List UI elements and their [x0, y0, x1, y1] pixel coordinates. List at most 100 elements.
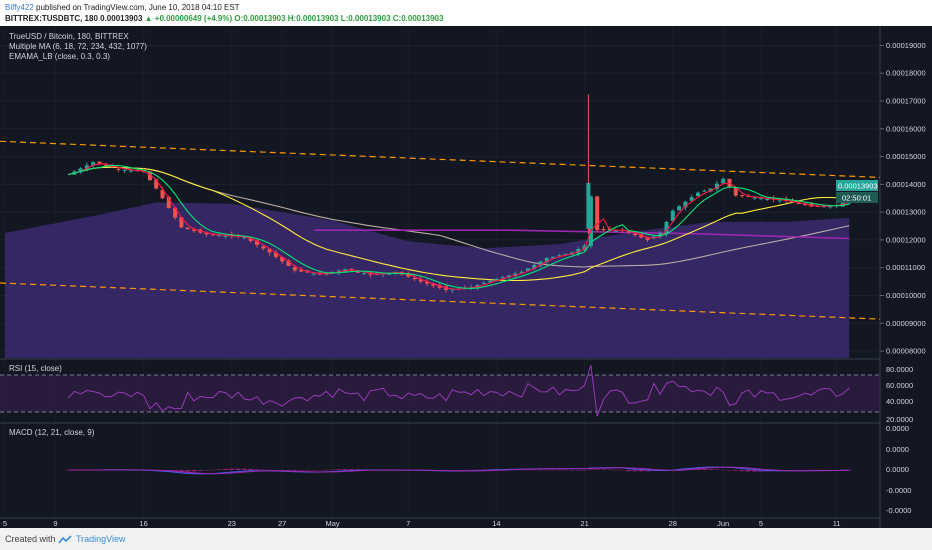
last-price-value: 0.00013903 — [838, 182, 878, 191]
candle-body — [154, 179, 159, 189]
candle-body — [828, 205, 833, 208]
legend-emama: EMAMA_LB (close, 0.3, 0.3) — [9, 52, 110, 61]
countdown-value: 02:50:01 — [842, 194, 871, 203]
candle-body — [147, 171, 152, 181]
macd-hist-bar — [267, 469, 273, 471]
candle-body — [752, 197, 757, 199]
candle-body — [740, 195, 745, 197]
published-text: published on TradingView.com, June 10, 2… — [36, 3, 240, 12]
candle-body — [696, 192, 700, 196]
candle-body — [217, 235, 222, 237]
macd-tick-5: -0.0000 — [886, 506, 911, 515]
candle-body — [633, 233, 637, 236]
macd-hist-bar — [185, 470, 191, 472]
macd-hist-bar — [229, 468, 235, 470]
legend-title: TrueUSD / Bitcoin, 180, BITTREX — [9, 32, 129, 41]
macd-hist-bar — [575, 470, 581, 471]
price-tick-label: 0.00010000 — [886, 291, 926, 300]
price-tick-label: 0.00018000 — [886, 69, 926, 78]
price-axis-background — [880, 26, 932, 528]
candle-body — [639, 234, 644, 238]
candle-body — [129, 170, 133, 172]
macd-hist-bar — [235, 468, 241, 470]
rsi-tick-40: 40.0000 — [886, 397, 913, 406]
candle-body — [166, 196, 171, 208]
author-link[interactable]: Biffy422 — [5, 3, 34, 12]
created-with-text: Created with — [5, 534, 56, 544]
candle-body — [242, 237, 247, 239]
candle-body — [97, 161, 102, 164]
macd-hist-bar — [563, 469, 569, 471]
candle-body — [702, 190, 707, 192]
macd-hist-bar — [708, 469, 714, 470]
ma-purple-line — [313, 229, 850, 240]
price-tick-label: 0.00009000 — [886, 319, 926, 328]
price-tick-label: 0.00014000 — [886, 180, 926, 189]
macd-hist-bar — [582, 470, 588, 471]
macd-hist-bar — [273, 470, 279, 471]
candle-body — [670, 210, 675, 222]
macd-hist-bar — [607, 469, 613, 471]
candle-body — [765, 198, 770, 200]
candle-body — [84, 165, 89, 170]
macd-hist-bar — [248, 468, 254, 470]
candle-body — [418, 279, 423, 282]
macd-hist-bar — [279, 470, 285, 471]
tradingview-link[interactable]: TradingView — [76, 534, 126, 544]
candle-body — [78, 168, 83, 173]
macd-hist-bar — [619, 469, 625, 471]
candle-body — [777, 200, 782, 202]
macd-tick-3: 0.0000 — [886, 465, 909, 474]
macd-hist-bar — [525, 469, 531, 471]
macd-hist-bar — [317, 470, 323, 471]
candle-body — [248, 238, 253, 241]
candle-body — [160, 189, 165, 199]
candle-body — [551, 256, 556, 259]
rsi-line — [67, 365, 850, 417]
candle-body — [677, 206, 682, 211]
macd-hist-bar — [796, 469, 802, 471]
price-tick-label: 0.00008000 — [886, 347, 926, 356]
candle-body — [91, 162, 96, 166]
macd-hist-bar — [311, 470, 317, 471]
macd-tick-4: -0.0000 — [886, 486, 911, 495]
publish-line: Biffy422 published on TradingView.com, J… — [5, 3, 240, 12]
candle-body — [488, 280, 493, 283]
price-axis-ticks: 0.00019000 0.00018000 0.00017000 0.00016000… — [880, 41, 926, 356]
macd-hist-bar — [172, 470, 178, 472]
macd-hist-bar — [588, 469, 594, 470]
candle-body — [563, 253, 568, 255]
price-tick-label: 0.00012000 — [886, 235, 926, 244]
macd-hist-bar — [468, 469, 474, 471]
macd-hist-bar — [462, 470, 468, 471]
candle-body — [614, 230, 619, 232]
candle-body — [204, 232, 209, 235]
macd-hist-bar — [632, 470, 638, 472]
macd-hist-bar — [556, 469, 562, 471]
candle-body — [481, 282, 486, 284]
price-tick-label: 0.00016000 — [886, 124, 926, 133]
trading-chart[interactable]: TrueUSD / Bitcoin, 180, BITTREX Multiple… — [0, 26, 932, 528]
macd-hist-bar — [733, 470, 739, 471]
time-tick-label: 9 — [53, 519, 57, 528]
macd-hist-bar — [745, 470, 751, 472]
macd-hist-bar — [752, 470, 758, 472]
macd-hist-bar — [336, 469, 342, 470]
macd-hist-bar — [758, 470, 764, 472]
channel-lower — [0, 282, 881, 320]
candle-body — [286, 260, 291, 266]
candle-body — [273, 252, 278, 257]
chart-header: Biffy422 published on TradingView.com, J… — [0, 0, 932, 26]
macd-hist-bar — [727, 470, 732, 471]
macd-hist-bar — [260, 469, 266, 471]
symbol-line: BITTREX:TUSDBTC, 180 0.00013903 ▲ +0.000… — [5, 14, 443, 23]
macd-hist-bar — [323, 469, 329, 471]
candle-body — [714, 183, 719, 190]
price-legend: TrueUSD / Bitcoin, 180, BITTREX Multiple… — [9, 32, 147, 61]
candle-body — [280, 257, 285, 262]
candle-body — [651, 236, 656, 239]
candle-body — [223, 235, 228, 237]
ma-fast-line — [67, 163, 850, 290]
tradingview-cloud-icon — [58, 535, 72, 544]
channel-upper — [0, 140, 881, 179]
